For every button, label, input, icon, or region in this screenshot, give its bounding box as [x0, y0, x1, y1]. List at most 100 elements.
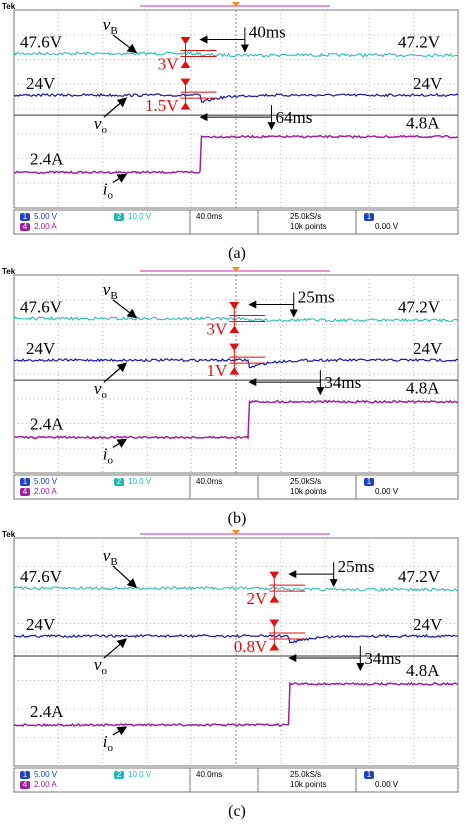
io-name-sub: o	[108, 742, 114, 754]
vb-left-label: 47.6V	[20, 298, 63, 317]
vb-name: vB	[103, 15, 118, 37]
pointer-arrow	[103, 362, 128, 383]
time-top-label: 25ms	[338, 557, 375, 576]
vb-name-sub: B	[110, 556, 117, 568]
ch2-scale: 10.0 V	[128, 477, 152, 486]
vo-right-label: 24V	[413, 74, 443, 93]
channel-id: 1	[367, 477, 372, 486]
time-top-label: 25ms	[298, 288, 335, 307]
trigger-level: 0.00 V	[375, 222, 399, 231]
status-bar	[13, 209, 459, 235]
dv-top-label: 3V	[158, 55, 180, 74]
channel-id: 4	[23, 487, 28, 496]
channel-id: 4	[23, 222, 28, 231]
ch1-scale: 5.00 V	[34, 477, 58, 486]
io-left-label: 2.4A	[30, 414, 64, 433]
dv-marker	[269, 571, 306, 603]
io-right-label: 4.8A	[406, 661, 440, 680]
sample-rate: 25.0kS/s	[290, 477, 321, 486]
time-marker	[200, 27, 244, 52]
dv-marker	[229, 343, 266, 375]
pointer-arrow	[112, 565, 138, 588]
time-marker	[289, 646, 360, 670]
scope-panel: Tek 47.6V 47.2V 24V 24V 2.4A 4.8A vB vo io 3V 1.5V 4…	[2, 2, 459, 262]
channel-badge	[364, 478, 374, 486]
vo-name: vo	[94, 114, 108, 136]
channel-badge	[364, 771, 374, 779]
record-length: 10k points	[290, 222, 326, 231]
vb-name-sub: B	[110, 290, 117, 302]
trigger-marker	[232, 530, 240, 535]
ch4-scale: 2.00 A	[34, 780, 57, 789]
vo-name-sub: o	[101, 124, 107, 136]
dv-bottom-label: 0.8V	[234, 637, 268, 656]
ch2-scale: 10.0 V	[128, 770, 152, 779]
timebase: 40.0ms	[196, 770, 222, 779]
io-right-label: 4.8A	[406, 114, 440, 133]
dv-marker	[229, 302, 266, 334]
channel-badge	[114, 478, 124, 486]
brand: Tek	[2, 2, 16, 11]
vo-left-label: 24V	[26, 74, 56, 93]
scope-panel: Tek 47.6V 47.2V 24V 24V 2.4A 4.8A vB vo io 2V 0.8V 2…	[2, 530, 459, 820]
time-marker	[200, 105, 271, 129]
dv-marker	[180, 78, 217, 110]
sample-rate: 25.0kS/s	[290, 770, 321, 779]
vb-left-label: 47.6V	[20, 567, 63, 586]
brand: Tek	[2, 530, 16, 539]
time-marker	[289, 562, 333, 586]
vb-name-sub: B	[110, 25, 117, 37]
trigger-marker	[232, 267, 240, 272]
ch1-scale: 5.00 V	[34, 770, 58, 779]
dv-bottom-label: 1.5V	[145, 96, 179, 115]
trigger-marker	[232, 2, 240, 7]
channel-badge	[364, 213, 374, 221]
channel-id: 1	[367, 212, 372, 221]
channel-badge	[114, 213, 124, 221]
scope-panel: Tek 47.6V 47.2V 24V 24V 2.4A 4.8A vB vo io 3V 1V 25m…	[2, 267, 459, 527]
time-bottom-label: 34ms	[364, 649, 401, 668]
channel-id: 2	[117, 770, 122, 779]
channel-id: 1	[23, 212, 28, 221]
trace-vo	[13, 92, 459, 104]
dv-bottom-label: 1V	[207, 361, 229, 380]
trigger-level: 0.00 V	[375, 780, 399, 789]
vb-right-label: 47.2V	[398, 298, 441, 317]
dv-marker	[269, 619, 306, 651]
vo-name: vo	[94, 379, 108, 401]
sample-rate: 25.0kS/s	[290, 212, 321, 221]
dv-marker	[180, 37, 217, 69]
io-left-label: 2.4A	[30, 702, 64, 721]
brand: Tek	[2, 267, 16, 276]
io-right-label: 4.8A	[406, 379, 440, 398]
channel-id: 1	[23, 770, 28, 779]
vo-right-label: 24V	[413, 339, 443, 358]
pointer-arrow	[112, 173, 128, 183]
dv-top-label: 2V	[246, 589, 268, 608]
vb-right-label: 47.2V	[398, 33, 441, 52]
trace-vo	[13, 357, 459, 369]
vb-name: vB	[103, 280, 118, 302]
trace-vb	[13, 316, 459, 323]
time-marker	[249, 292, 293, 317]
ch4-scale: 2.00 A	[34, 487, 57, 496]
ch4-scale: 2.00 A	[34, 222, 57, 231]
trace-vb	[13, 585, 459, 592]
time-bottom-label: 64ms	[276, 108, 313, 127]
trigger-level: 0.00 V	[375, 487, 399, 496]
vo-right-label: 24V	[413, 615, 443, 634]
timebase: 40.0ms	[196, 212, 222, 221]
ch2-scale: 10.0 V	[128, 212, 152, 221]
channel-id: 4	[23, 780, 28, 789]
io-name: io	[103, 444, 114, 466]
io-name-sub: o	[108, 189, 114, 201]
pointer-arrow	[112, 438, 128, 448]
channel-id: 2	[117, 212, 122, 221]
channel-id: 1	[367, 770, 372, 779]
trace-io	[13, 134, 459, 175]
channel-id: 2	[117, 477, 122, 486]
record-length: 10k points	[290, 780, 326, 789]
trace-io	[13, 681, 459, 727]
